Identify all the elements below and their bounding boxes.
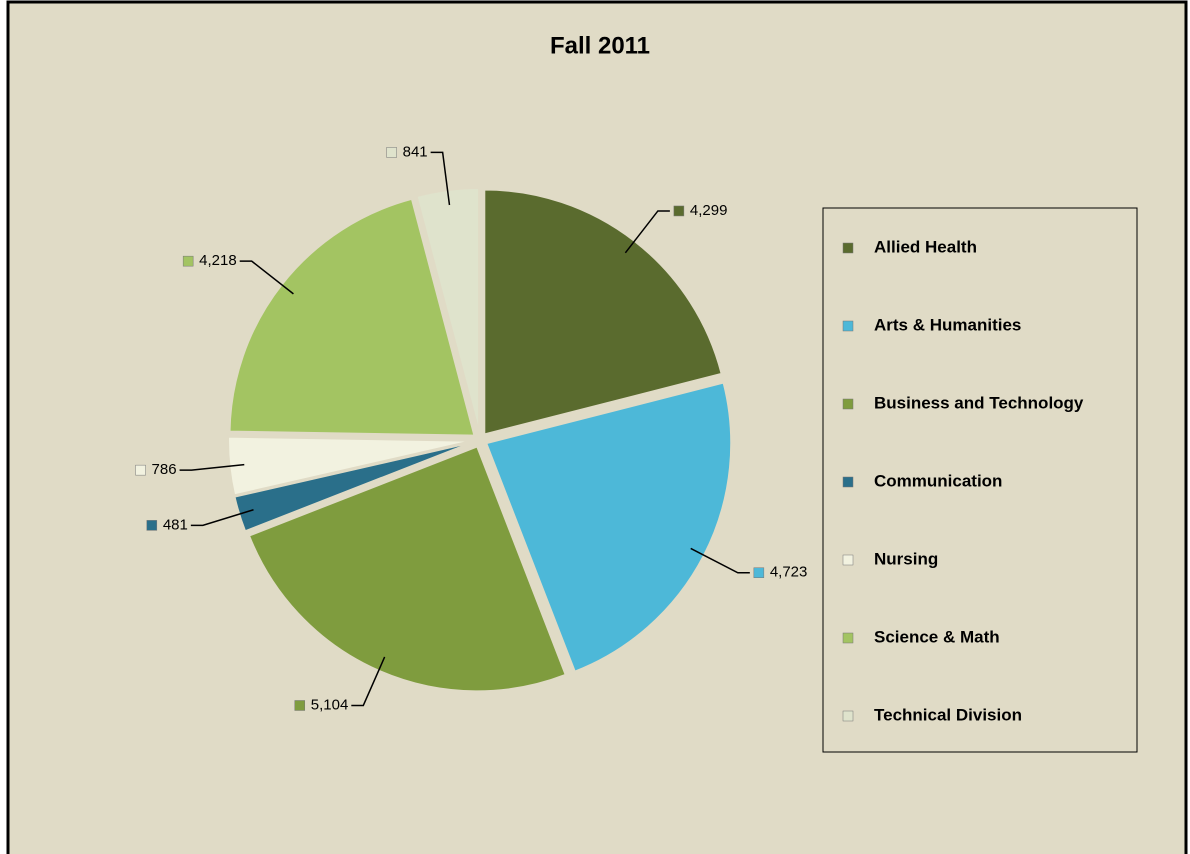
value-label: 4,723 — [770, 564, 808, 581]
value-label: 4,218 — [199, 252, 237, 269]
legend-marker — [842, 554, 854, 566]
label-marker — [182, 255, 194, 267]
label-marker — [294, 700, 306, 711]
legend-label: Nursing — [874, 549, 938, 568]
leader-line — [351, 656, 386, 707]
legend-label: Technical Division — [874, 705, 1022, 724]
label-marker — [135, 464, 146, 476]
leader-line — [690, 547, 750, 574]
legend-marker — [842, 476, 854, 488]
value-label: 786 — [152, 461, 177, 478]
legend-label: Allied Health — [874, 237, 977, 256]
leader-line — [239, 260, 294, 295]
leader-line — [624, 210, 670, 254]
legend-label: Science & Math — [874, 627, 1000, 646]
legend-label: Arts & Humanities — [874, 315, 1021, 334]
legend-label: Business and Technology — [874, 393, 1084, 412]
legend-marker — [842, 632, 854, 644]
legend-marker — [842, 398, 854, 410]
leader-line — [190, 509, 254, 527]
legend-box — [822, 207, 1138, 753]
label-marker — [673, 205, 685, 217]
leader-line — [430, 151, 451, 206]
label-marker — [146, 520, 158, 531]
value-label: 481 — [163, 516, 188, 533]
legend-marker — [842, 710, 854, 722]
value-label: 4,299 — [690, 202, 728, 219]
leader-line — [179, 463, 245, 471]
legend-marker — [842, 320, 854, 332]
value-label: 5,104 — [311, 696, 349, 713]
chart-title: Fall 2011 — [550, 32, 650, 59]
legend-label: Communication — [874, 471, 1002, 490]
value-label: 841 — [403, 143, 428, 160]
legend-marker — [842, 242, 854, 254]
label-marker — [753, 567, 765, 578]
label-marker — [386, 147, 397, 158]
